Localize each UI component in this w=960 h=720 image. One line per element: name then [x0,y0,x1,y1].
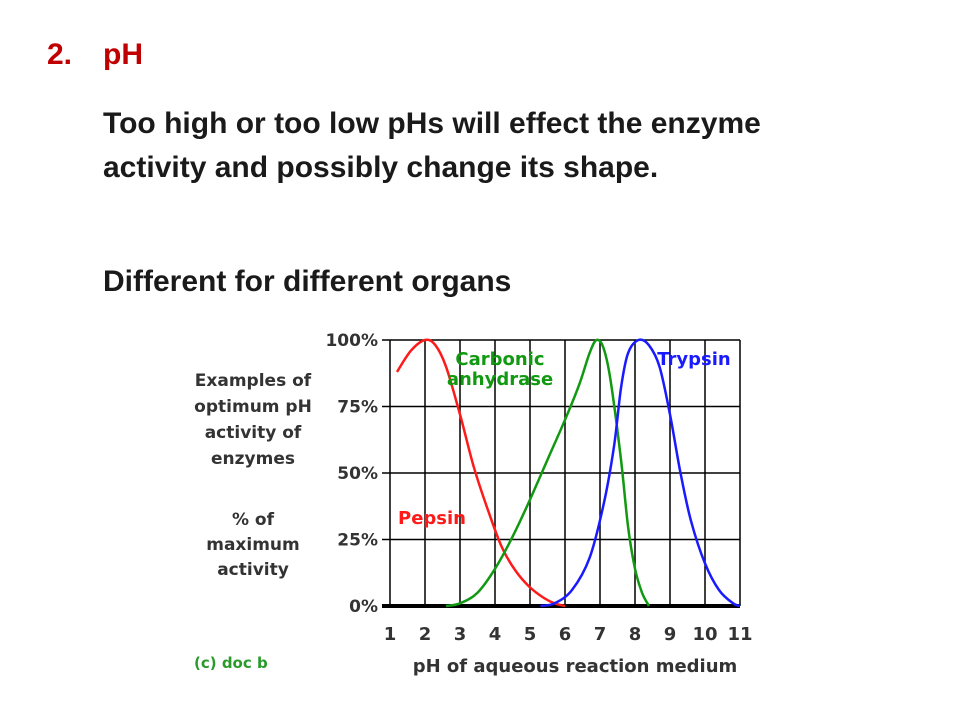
series-label: anhydrase [447,369,553,390]
side-caption-line: optimum pH [194,397,312,417]
x-tick-label: 1 [384,624,397,645]
y-tick-label: 25% [337,531,378,551]
x-tick-label: 4 [489,624,502,645]
series-line-pepsin [395,338,566,608]
x-tick-label: 6 [559,624,572,645]
side-caption-line: enzymes [211,449,295,469]
series-label: Carbonic [455,349,544,370]
series-line-carbonic-anhydrase [445,338,651,608]
credit-label: (c) doc b [194,654,268,672]
x-tick-label: 8 [629,624,642,645]
y-label-line: % of [232,510,275,530]
x-tick-label: 7 [594,624,607,645]
slide-heading: 2. pH [47,38,143,72]
y-label-line: maximum [206,535,300,555]
x-tick-labels: 1 2 3 4 5 6 7 8 9 10 11 [384,624,753,645]
series-line-trypsin [540,338,741,608]
x-tick-label: 11 [727,624,752,645]
y-tick-label: 0% [349,597,378,617]
y-tick-label: 75% [337,398,378,418]
side-caption-line: activity of [205,423,302,443]
x-tick-label: 2 [419,624,432,645]
series-label: Trypsin [657,349,731,370]
y-tick-label: 100% [325,331,378,351]
series-label: Pepsin [398,508,466,529]
x-tick-label: 10 [692,624,717,645]
heading-number: 2. [47,38,73,71]
chart-grid [382,339,741,608]
heading-title: pH [103,38,143,71]
y-tick-labels: 0% 25% 50% 75% 100% [325,331,378,617]
x-tick-label: 5 [524,624,537,645]
x-tick-label: 9 [664,624,677,645]
side-caption-line: Examples of [195,371,312,391]
data-series [395,338,741,608]
paragraph-organs: Different for different organs [103,265,512,298]
side-caption: Examples of optimum pH activity of enzymes [194,371,312,469]
x-axis-label: pH of aqueous reaction medium [413,656,738,677]
paragraph-effect: Too high or too low pHs will effect the … [103,107,761,184]
y-label-line: activity [217,560,289,580]
y-axis-label: % of maximum activity [206,510,300,580]
y-tick-label: 50% [337,464,378,484]
x-tick-label: 3 [454,624,467,645]
